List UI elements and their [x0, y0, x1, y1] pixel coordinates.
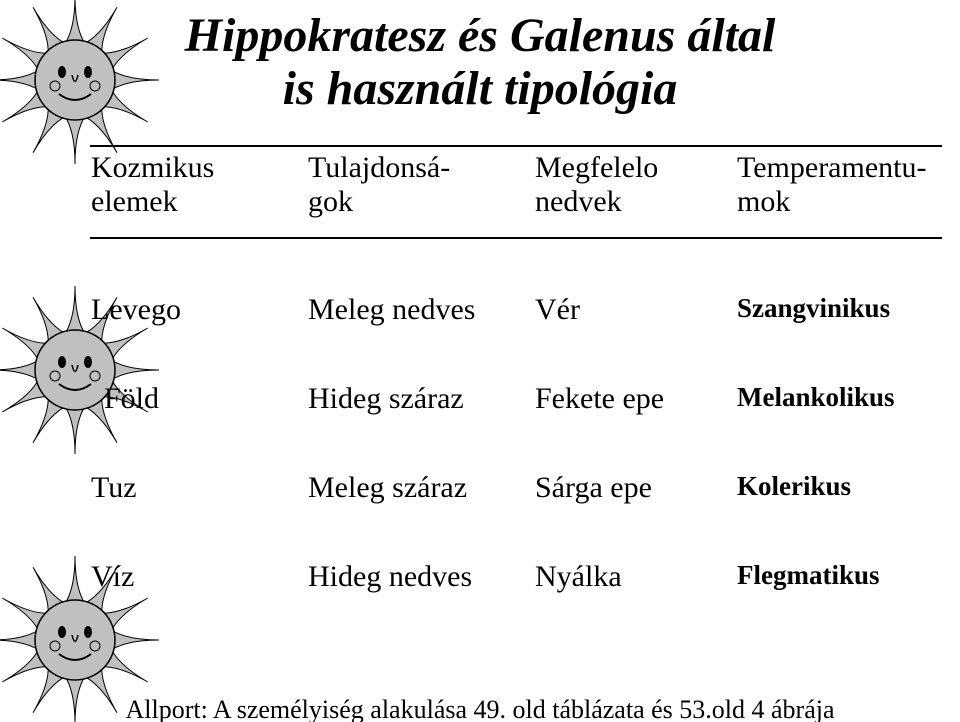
table-row: Levego Meleg nedves Vér Szangvinikus: [90, 289, 950, 378]
title-line-1: Hippokratesz és Galenus által: [0, 10, 960, 63]
col-header-text: gok: [308, 185, 353, 218]
cell-text: Szangvinikus: [737, 293, 890, 323]
table-cell: Vér: [534, 289, 736, 378]
cell-text: Levego: [91, 293, 181, 326]
cell-text: Hideg nedves: [308, 560, 472, 593]
col-header-text: mok: [737, 185, 790, 218]
table-cell: Tuz: [90, 467, 307, 556]
cell-text: Hideg száraz: [308, 382, 464, 415]
cell-text: Víz: [91, 560, 134, 593]
col-header-text: Tulajdonsá-: [308, 151, 450, 184]
page-title: Hippokratesz és Galenus által is használ…: [0, 10, 960, 116]
col-header-text: elemek: [91, 185, 178, 218]
cell-text: Melankolikus: [737, 382, 895, 412]
table-row: Tuz Meleg száraz Sárga epe Kolerikus: [90, 467, 950, 556]
table-cell: Meleg nedves: [307, 289, 534, 378]
cell-text: Föld: [104, 382, 159, 415]
table-cell: Kolerikus: [736, 467, 950, 556]
cell-text: Tuz: [91, 471, 137, 504]
col-header-text: Megfelelo: [535, 151, 658, 184]
cell-text: Meleg száraz: [308, 471, 467, 504]
col-header-text: Temperamentu-: [737, 151, 926, 184]
table-header-row: Kozmikus elemek Tulajdonsá- gok Megfelel…: [90, 145, 950, 240]
col-header-elements: Kozmikus elemek: [90, 145, 307, 240]
table-cell: Szangvinikus: [736, 289, 950, 378]
typology-table: Kozmikus elemek Tulajdonsá- gok Megfelel…: [90, 145, 950, 645]
table-cell: Melankolikus: [736, 378, 950, 467]
cell-text: Sárga epe: [535, 471, 652, 504]
col-header-temperaments: Temperamentu- mok: [736, 145, 950, 240]
col-header-text: nedvek: [535, 185, 622, 218]
cell-text: Nyálka: [535, 560, 622, 593]
table-cell: Meleg száraz: [307, 467, 534, 556]
table-cell: Föld: [90, 378, 307, 467]
col-header-text: Kozmikus: [91, 151, 214, 184]
table-cell: Sárga epe: [534, 467, 736, 556]
col-header-humors: Megfelelo nedvek: [534, 145, 736, 240]
table-cell: Flegmatikus: [736, 556, 950, 645]
footer-citation: Allport: A személyiség alakulása 49. old…: [0, 695, 960, 722]
cell-text: Kolerikus: [737, 471, 851, 501]
cell-text: Vér: [535, 293, 580, 326]
table-cell: Hideg száraz: [307, 378, 534, 467]
table-gap: [90, 240, 950, 289]
table-cell: Nyálka: [534, 556, 736, 645]
table-row: Víz Hideg nedves Nyálka Flegmatikus: [90, 556, 950, 645]
cell-text: Fekete epe: [535, 382, 664, 415]
table-cell: Víz: [90, 556, 307, 645]
table-cell: Fekete epe: [534, 378, 736, 467]
title-line-2: is használt tipológia: [0, 63, 960, 116]
col-header-properties: Tulajdonsá- gok: [307, 145, 534, 240]
table-cell: Levego: [90, 289, 307, 378]
cell-text: Flegmatikus: [737, 560, 880, 590]
table-row: Föld Hideg száraz Fekete epe Melankolikus: [90, 378, 950, 467]
table-cell: Hideg nedves: [307, 556, 534, 645]
cell-text: Meleg nedves: [308, 293, 475, 326]
